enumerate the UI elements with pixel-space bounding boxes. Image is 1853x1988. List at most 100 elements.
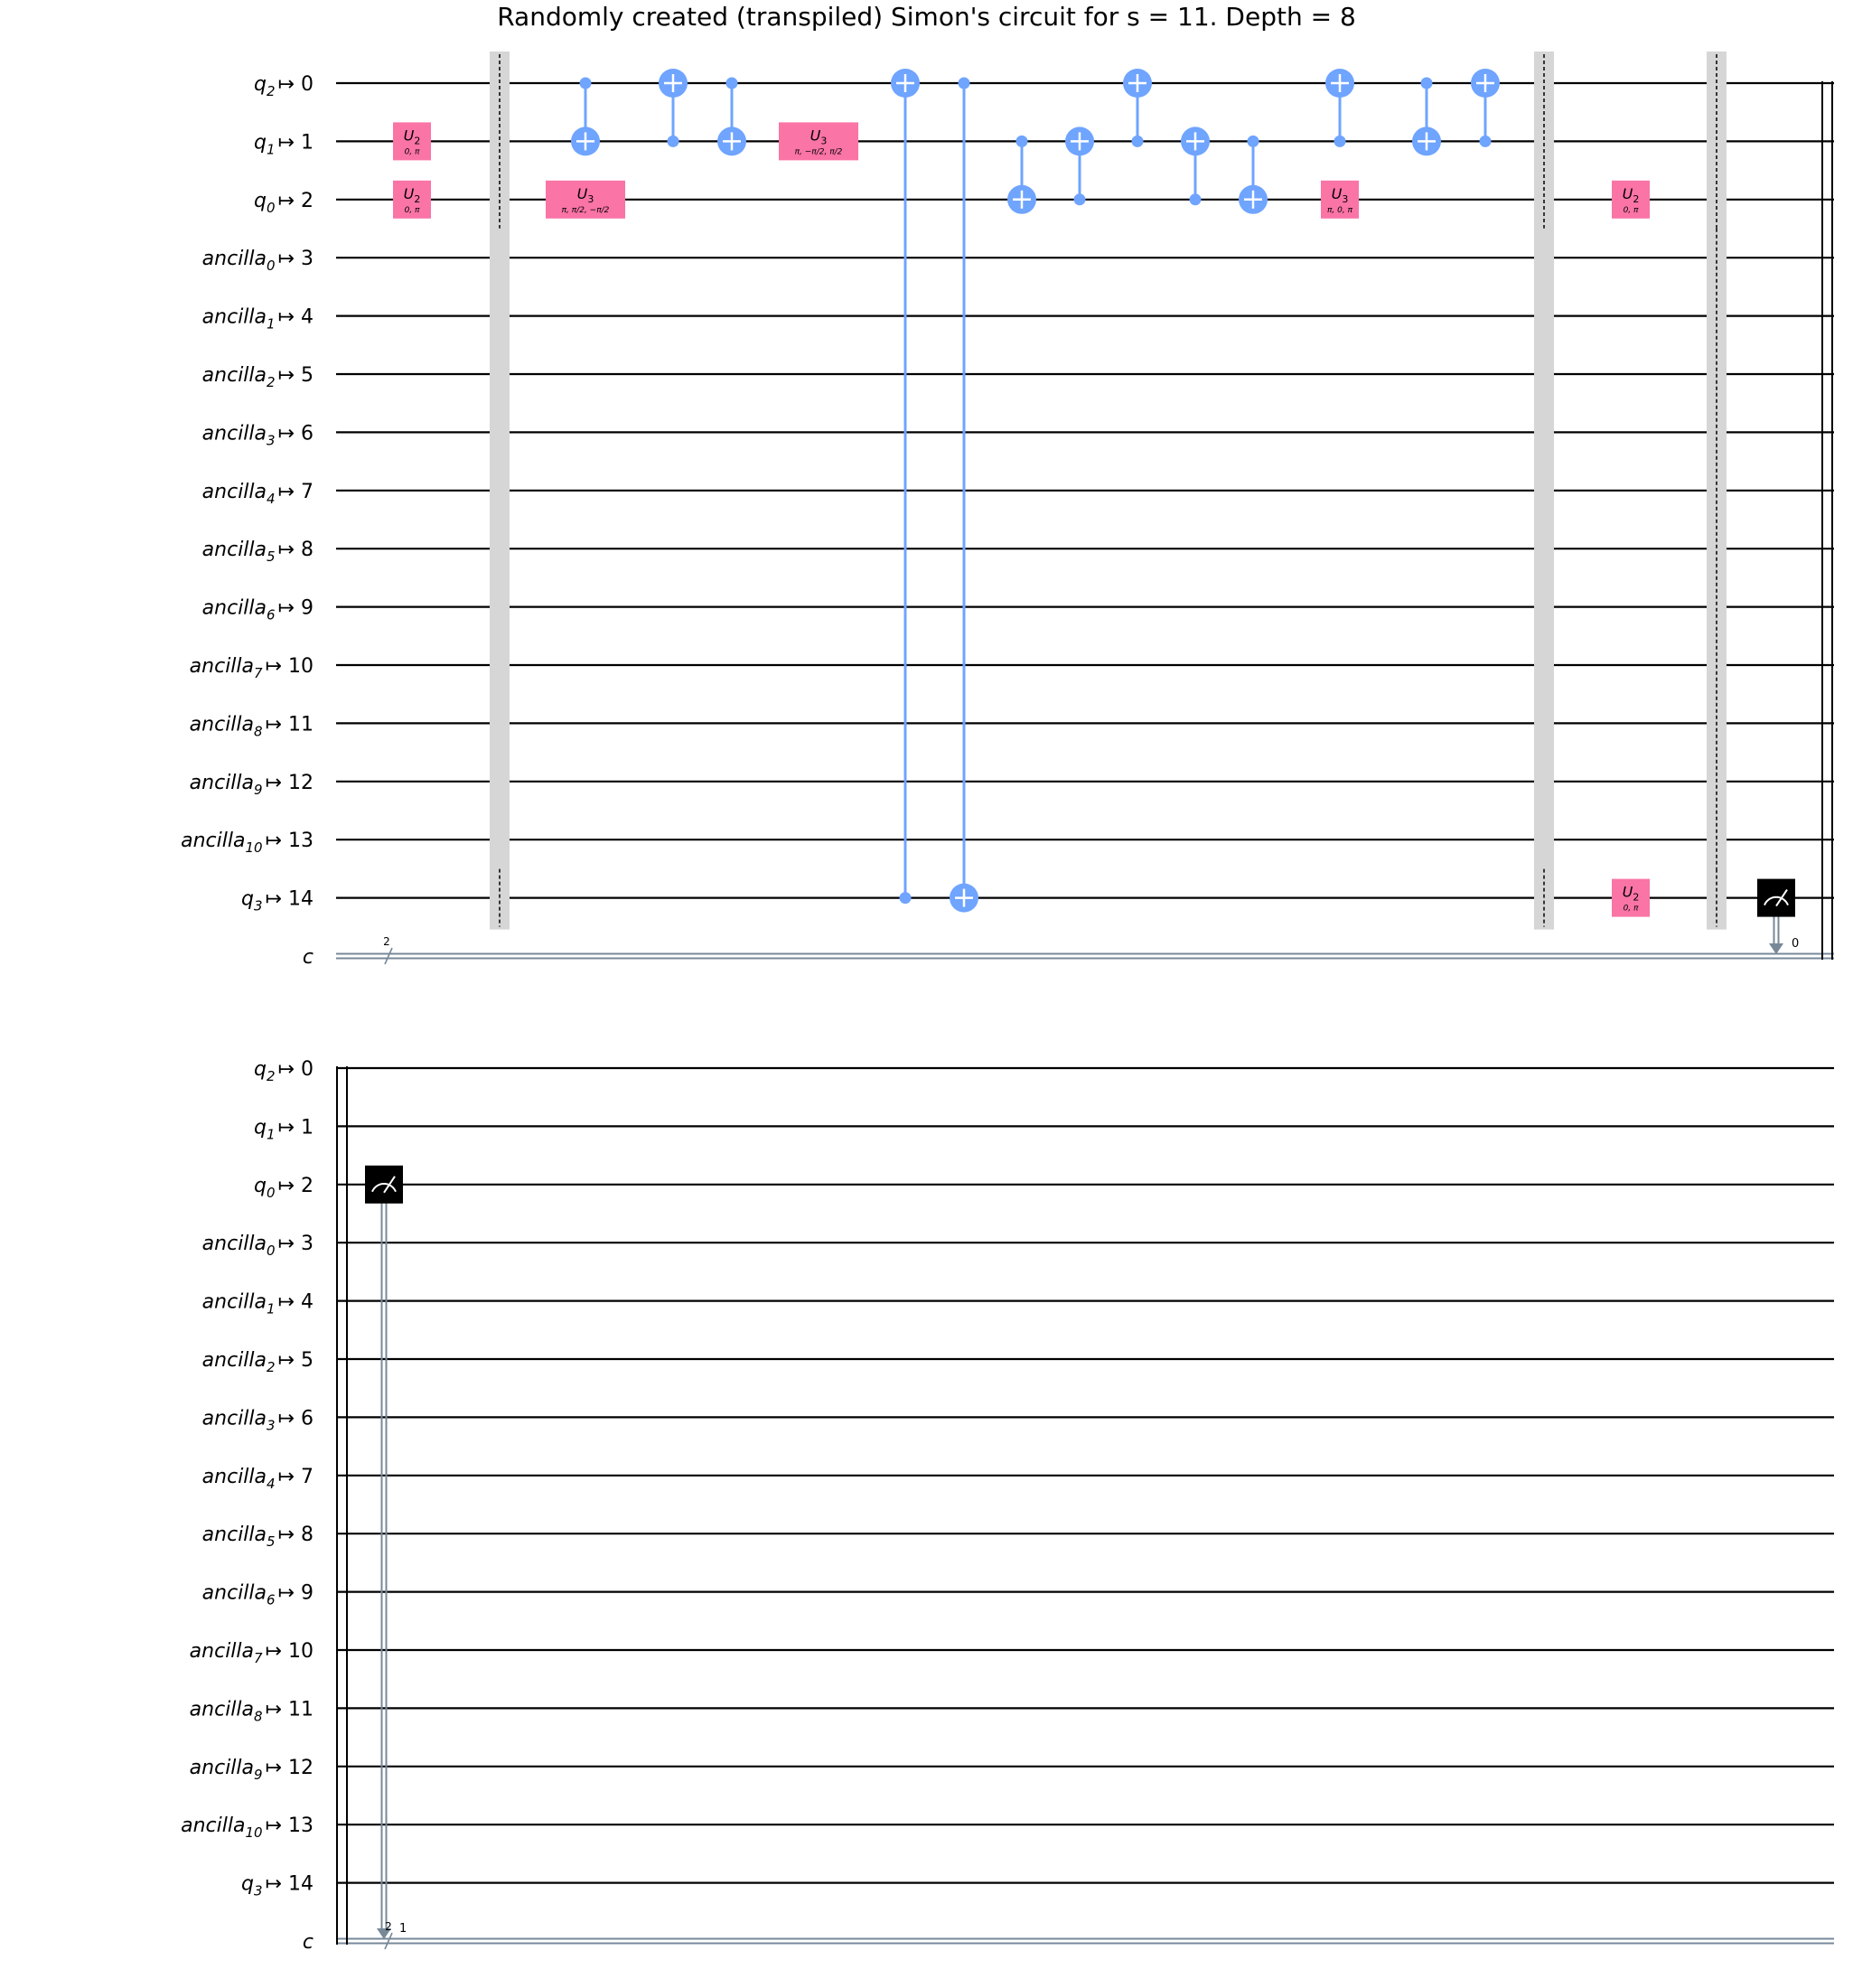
qubit-subscript: 8: [254, 1708, 263, 1724]
map-symbol: ↦: [266, 713, 288, 736]
map-symbol: ↦: [278, 1582, 301, 1605]
qubit-index: 14: [288, 1873, 314, 1896]
qubit-label: ancilla2 ↦ 5: [202, 1349, 314, 1375]
qubit-label: ancilla1 ↦ 4: [202, 306, 314, 333]
qubit-index: 0: [301, 1058, 314, 1081]
qubit-label: q3 ↦ 14: [241, 888, 314, 914]
qubit-label: ancilla0 ↦ 3: [202, 248, 314, 274]
qubit-subscript: 1: [267, 141, 276, 157]
u-gate-label: U2: [404, 127, 421, 146]
qubit-index: 3: [301, 1233, 314, 1255]
qubit-index: 5: [301, 364, 314, 387]
map-symbol: ↦: [278, 1349, 301, 1372]
cx-control-dot: [1189, 193, 1202, 206]
register-bundle-slash: [384, 947, 393, 965]
qubit-name: ancilla: [202, 1349, 267, 1372]
qubit-subscript: 3: [254, 898, 263, 914]
map-symbol: ↦: [278, 73, 301, 96]
qubit-label: ancilla10 ↦ 13: [181, 1815, 314, 1841]
qubit-index: 13: [288, 830, 314, 852]
u-gate-subscript: 2: [414, 193, 420, 205]
map-symbol: ↦: [278, 1116, 301, 1139]
u-gate-params: π, π/2, −π/2: [562, 206, 610, 215]
qubit-name: ancilla: [202, 1466, 267, 1488]
qubit-subscript: 5: [267, 549, 276, 565]
map-symbol: ↦: [278, 1466, 301, 1488]
qubit-name: q: [241, 1873, 254, 1896]
qubit-label: ancilla5 ↦ 8: [202, 539, 314, 565]
qubit-index: 2: [301, 1175, 314, 1197]
qubit-index: 1: [301, 131, 314, 154]
cx-control-dot: [1131, 135, 1144, 147]
qubit-name: ancilla: [190, 772, 254, 794]
qubit-index: 8: [301, 1524, 314, 1546]
qubit-name: ancilla: [190, 1757, 254, 1779]
qubit-label: q2 ↦ 0: [254, 73, 314, 99]
map-symbol: ↦: [266, 1757, 288, 1779]
u-gate-params: 0, π: [405, 147, 420, 156]
u-gate: [1612, 180, 1650, 219]
qubit-label: ancilla0 ↦ 3: [202, 1233, 314, 1259]
qubit-name: ancilla: [202, 1582, 267, 1605]
qubit-subscript: 4: [267, 491, 276, 507]
map-symbol: ↦: [266, 772, 288, 794]
map-symbol: ↦: [278, 1175, 301, 1197]
qubit-label: ancilla5 ↦ 8: [202, 1524, 314, 1550]
u-gate-label: U3: [810, 127, 828, 146]
qubit-label: ancilla4 ↦ 7: [202, 481, 314, 507]
qubit-index: 6: [301, 422, 314, 445]
qubit-name: ancilla: [202, 306, 267, 329]
u-gate: [1612, 878, 1650, 917]
map-symbol: ↦: [266, 655, 288, 678]
map-symbol: ↦: [278, 1233, 301, 1255]
qubit-subscript: 7: [254, 1650, 263, 1666]
cx-control-dot: [1334, 135, 1346, 147]
qubit-index: 2: [301, 190, 314, 212]
qubit-index: 11: [288, 1698, 314, 1721]
qubit-name: ancilla: [181, 830, 245, 852]
qubit-name: q: [254, 1058, 267, 1081]
qubit-index: 6: [301, 1407, 314, 1430]
u-gate-subscript: 2: [1633, 193, 1639, 205]
u-gate-name: U: [810, 127, 821, 144]
u-gate-params: 0, π: [1624, 905, 1639, 914]
qubit-name: ancilla: [190, 1640, 254, 1663]
map-symbol: ↦: [278, 131, 301, 154]
qubit-index: 10: [288, 1640, 314, 1663]
qubit-name: ancilla: [202, 1233, 267, 1255]
u-gate-subscript: 3: [1342, 193, 1348, 205]
cx-control-dot: [1420, 77, 1433, 89]
u-gate-subscript: 3: [820, 135, 827, 146]
qubit-label: ancilla6 ↦ 9: [202, 597, 314, 624]
qubit-name: q: [254, 1116, 267, 1139]
map-symbol: ↦: [278, 1524, 301, 1546]
qubit-label: ancilla9 ↦ 12: [190, 1757, 314, 1783]
register-width-label: 2: [385, 1920, 392, 1933]
u-gate-subscript: 2: [414, 135, 420, 146]
qubit-name: ancilla: [202, 248, 267, 270]
qubit-index: 11: [288, 713, 314, 736]
qubit-name: q: [241, 888, 254, 911]
qubit-subscript: 0: [267, 200, 276, 216]
qubit-label: ancilla3 ↦ 6: [202, 1407, 314, 1433]
qubit-subscript: 10: [245, 1824, 262, 1841]
qubit-label: q2 ↦ 0: [254, 1058, 314, 1084]
cx-control-dot: [579, 77, 592, 89]
u-gate-name: U: [404, 127, 415, 144]
qubit-subscript: 1: [267, 1126, 276, 1142]
qubit-index: 9: [301, 597, 314, 620]
qubit-subscript: 8: [254, 723, 263, 739]
u-gate: [393, 122, 431, 161]
qubit-label: ancilla4 ↦ 7: [202, 1466, 314, 1492]
u-gate: [546, 180, 625, 219]
u-gate-params: π, −π/2, π/2: [795, 147, 843, 156]
qubit-index: 8: [301, 539, 314, 561]
u-gate-name: U: [404, 185, 415, 202]
register-bundle-slash: [384, 1932, 393, 1950]
map-symbol: ↦: [278, 481, 301, 503]
barrier: [1534, 52, 1554, 930]
qubit-name: q: [254, 131, 267, 154]
qubit-name: ancilla: [202, 364, 267, 387]
qubit-subscript: 2: [267, 374, 276, 390]
